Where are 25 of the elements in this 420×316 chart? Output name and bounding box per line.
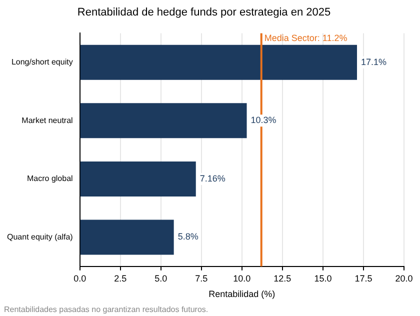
x-tick-label: 10.0 <box>233 273 251 284</box>
y-tick-label: Macro global <box>27 174 74 184</box>
ref-line-label: Media Sector: 11.2% <box>264 33 348 44</box>
data-label: 10.3% <box>250 115 276 126</box>
bar <box>80 44 357 80</box>
x-tick-label: 5.0 <box>154 273 168 284</box>
x-tick-label: 12.5 <box>274 273 292 284</box>
x-tick-label: 17.5 <box>354 273 372 284</box>
chart-title: Rentabilidad de hedge funds por estrategia en 2025 <box>77 6 331 19</box>
x-axis-title: Rentabilidad (%) <box>208 289 276 300</box>
x-tick-label: 7.5 <box>195 273 208 284</box>
data-label: 5.8% <box>178 232 198 242</box>
bar <box>80 220 174 255</box>
text: Rentabilidades pasadas no garantizan resultados futuros. <box>4 305 208 314</box>
y-tick-label: Quant equity (alfa) <box>7 232 74 242</box>
y-tick-label: Long/short equity <box>11 58 73 67</box>
x-tick-label: 0.0 <box>74 273 86 284</box>
x-tick-label: 2.5 <box>114 273 127 284</box>
data-label: 7.16% <box>200 173 226 184</box>
y-tick-label: Market neutral <box>22 116 74 125</box>
x-tick-label: 20.0 <box>395 273 413 284</box>
x-tick-label: 15.0 <box>314 273 332 284</box>
bar <box>80 161 196 196</box>
bar <box>80 103 247 138</box>
data-label: 17.1% <box>360 56 387 67</box>
